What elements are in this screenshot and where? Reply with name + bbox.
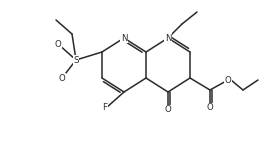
Text: O: O [225,75,231,85]
Text: N: N [165,33,171,42]
Text: F: F [103,103,108,112]
Text: S: S [73,56,79,65]
Text: O: O [59,74,65,82]
Text: O: O [165,106,171,115]
Text: O: O [55,40,61,49]
Text: O: O [207,103,213,112]
Text: N: N [121,33,127,42]
